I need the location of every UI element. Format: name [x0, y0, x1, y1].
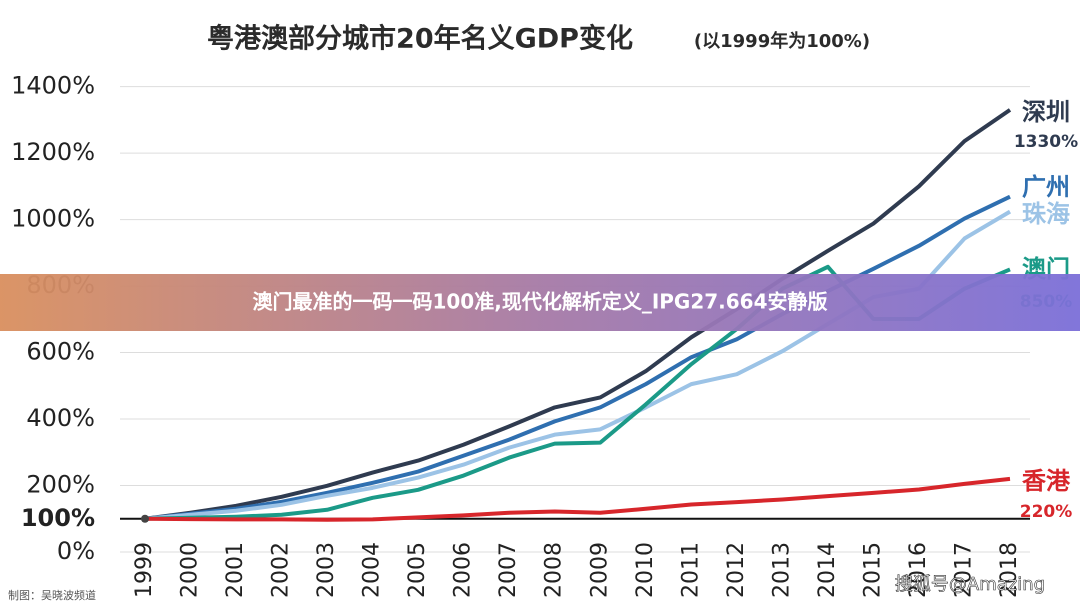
- series-line: [144, 194, 1011, 521]
- y-tick-label: 100%: [21, 504, 95, 532]
- x-tick-label: 2012: [724, 542, 749, 598]
- series-label: 珠海: [1022, 200, 1070, 228]
- x-tick-label: 2011: [678, 542, 703, 598]
- x-tick-label: 2001: [223, 542, 248, 598]
- y-tick-label: 1400%: [11, 72, 95, 100]
- x-tick-label: 2002: [269, 542, 294, 598]
- y-tick-label: 1000%: [11, 205, 95, 233]
- y-tick-label: 200%: [26, 471, 95, 499]
- x-tick-label: 2013: [769, 542, 794, 598]
- series-label: 深圳: [1022, 98, 1070, 126]
- x-tick-label: 2000: [178, 542, 203, 598]
- data-label: 220%: [1020, 502, 1073, 522]
- series-label: 广州: [1022, 173, 1070, 201]
- source-note: 制图：吴晓波频道: [8, 588, 96, 602]
- x-tick-label: 2018: [997, 542, 1022, 598]
- y-tick-label: 600%: [26, 338, 95, 366]
- x-tick-label: 2005: [405, 542, 430, 598]
- x-tick-label: 2017: [951, 542, 976, 598]
- x-tick-label: 2009: [587, 542, 612, 598]
- y-tick-label: 0%: [57, 537, 95, 565]
- banner-text: 澳门最准的一码一码100准,现代化解析定义_IPG27.664安静版: [252, 290, 827, 314]
- data-label: 1330%: [1014, 132, 1078, 152]
- watermark: 搜狐号@Amazing: [895, 574, 1045, 595]
- x-tick-label: 2015: [860, 542, 885, 598]
- x-tick-label: 2007: [496, 542, 521, 598]
- x-tick-label: 2010: [633, 542, 658, 598]
- series-line: [144, 476, 1011, 522]
- x-tick-label: 1999: [132, 542, 157, 598]
- x-tick-label: 2004: [360, 542, 385, 598]
- y-tick-label: 1200%: [11, 138, 95, 166]
- series-line: [144, 108, 1012, 521]
- x-tick-label: 2014: [815, 542, 840, 598]
- series-label: 香港: [1022, 467, 1071, 495]
- chart-subtitle: (以1999年为100%): [694, 30, 870, 52]
- banner-background: [0, 274, 1080, 331]
- y-tick-label: 400%: [26, 404, 95, 432]
- x-tick-label: 2003: [314, 542, 339, 598]
- x-tick-label: 2016: [906, 542, 931, 598]
- x-tick-label: 2006: [451, 542, 476, 598]
- chart-title: 粤港澳部分城市20年名义GDP变化: [207, 23, 633, 55]
- origin-dot: [141, 514, 149, 523]
- x-tick-label: 2008: [542, 542, 567, 598]
